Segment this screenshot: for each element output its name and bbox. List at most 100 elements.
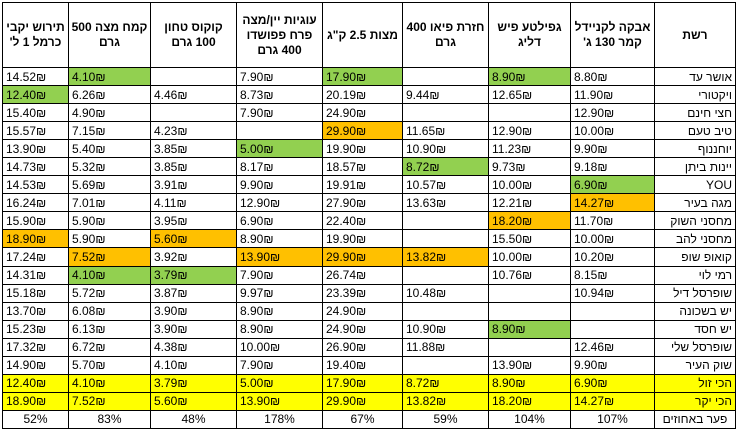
price-cell: 52% bbox=[2, 409, 69, 430]
price-cell: 107% bbox=[570, 409, 655, 430]
column-header-product: חזרת פיאו 400 גרם bbox=[402, 2, 489, 68]
price-cell: 20.19₪ bbox=[322, 85, 403, 105]
table-body: אושר עד 8.80₪ 8.90₪ 17.90₪ 7.90₪ 4.10₪ 14.52₪ ו… bbox=[2, 66, 736, 430]
price-cell: 6.90₪ bbox=[570, 373, 655, 393]
price-cell: 7.90₪ bbox=[236, 355, 323, 375]
price-cell bbox=[488, 337, 571, 357]
row-label: מחסני להב bbox=[654, 229, 736, 249]
price-cell: 17.24₪ bbox=[2, 247, 69, 267]
price-cell: 3.92₪ bbox=[150, 247, 237, 267]
price-cell: 6.90₪ bbox=[570, 175, 655, 195]
price-cell: 4.10₪ bbox=[150, 355, 237, 375]
price-cell: 5.32₪ bbox=[68, 157, 151, 177]
price-cell: 10.00₪ bbox=[488, 175, 571, 195]
row-label: שופרסל שלי bbox=[654, 337, 736, 357]
price-cell bbox=[402, 265, 489, 285]
price-cell: 5.60₪ bbox=[150, 391, 237, 411]
price-cell: 17.90₪ bbox=[322, 66, 403, 87]
price-cell: 3.79₪ bbox=[150, 373, 237, 393]
price-cell: 4.10₪ bbox=[68, 373, 151, 393]
column-header-product: עוגיות יין/מצה פרח פפושדו 400 גרם bbox=[236, 2, 323, 68]
price-cell: 6.13₪ bbox=[68, 319, 151, 339]
price-cell bbox=[150, 66, 237, 87]
column-header-product: גפילטע פיש דליג bbox=[488, 2, 571, 68]
price-cell: 4.11₪ bbox=[150, 193, 237, 213]
price-cell: 8.90₪ bbox=[236, 319, 323, 339]
price-cell: 18.90₪ bbox=[2, 229, 69, 249]
price-cell: 24.90₪ bbox=[322, 103, 403, 123]
price-cell: 24.90₪ bbox=[322, 319, 403, 339]
price-cell: 12.40₪ bbox=[2, 373, 69, 393]
price-cell: 67% bbox=[322, 409, 403, 430]
price-cell: 13.82₪ bbox=[402, 247, 489, 267]
row-label: הכי זול bbox=[654, 373, 736, 393]
price-cell: 13.90₪ bbox=[236, 391, 323, 411]
row-label: חצי חינם bbox=[654, 103, 736, 123]
price-cell: 48% bbox=[150, 409, 237, 430]
price-cell: 5.70₪ bbox=[68, 355, 151, 375]
price-cell: 29.90₪ bbox=[322, 247, 403, 267]
price-cell bbox=[236, 121, 323, 141]
table-row: יש חסד 8.90₪ 10.90₪ 24.90₪ 8.90₪ 3.90₪ 6.13₪ 15… bbox=[2, 319, 736, 339]
price-cell: 5.00₪ bbox=[236, 139, 323, 159]
price-cell: 4.10₪ bbox=[68, 265, 151, 285]
price-cell: 10.57₪ bbox=[402, 175, 489, 195]
table-row: טיב טעם 10.00₪ 12.90₪ 11.65₪ 29.90₪ 4.23₪ 7.15… bbox=[2, 121, 736, 141]
price-cell: 10.76₪ bbox=[488, 265, 571, 285]
summary-row: הכי זול 6.90₪ 8.90₪ 8.72₪ 17.90₪ 5.00₪ 3.79₪ 4.… bbox=[2, 373, 736, 393]
row-label: שוק העיר bbox=[654, 355, 736, 375]
price-cell: 18.20₪ bbox=[488, 211, 571, 231]
price-cell: 8.72₪ bbox=[402, 373, 489, 393]
price-cell: 14.27₪ bbox=[570, 193, 655, 213]
price-cell: 6.08₪ bbox=[68, 301, 151, 321]
row-label: יש בשכונה bbox=[654, 301, 736, 321]
price-cell bbox=[402, 211, 489, 231]
price-cell: 11.90₪ bbox=[570, 85, 655, 105]
price-cell: 9.18₪ bbox=[570, 157, 655, 177]
price-cell: 12.90₪ bbox=[570, 103, 655, 123]
price-cell: 11.23₪ bbox=[488, 139, 571, 159]
price-cell: 7.90₪ bbox=[236, 265, 323, 285]
price-cell: 9.90₪ bbox=[236, 175, 323, 195]
price-cell: 7.15₪ bbox=[68, 121, 151, 141]
price-cell: 19.91₪ bbox=[322, 175, 403, 195]
price-cell: 8.90₪ bbox=[236, 229, 323, 249]
price-cell: 24.90₪ bbox=[322, 301, 403, 321]
price-cell: 3.90₪ bbox=[150, 319, 237, 339]
price-cell: 10.00₪ bbox=[236, 337, 323, 357]
price-cell: 17.32₪ bbox=[2, 337, 69, 357]
price-cell: 7.90₪ bbox=[236, 66, 323, 87]
price-cell: 6.72₪ bbox=[68, 337, 151, 357]
price-cell: 14.53₪ bbox=[2, 175, 69, 195]
price-cell: 6.26₪ bbox=[68, 85, 151, 105]
column-header-product: קמח מצה 500 גרם bbox=[68, 2, 151, 68]
row-label: קואופ שופ bbox=[654, 247, 736, 267]
price-cell: 14.90₪ bbox=[2, 355, 69, 375]
price-cell: 13.82₪ bbox=[402, 391, 489, 411]
table-row: חצי חינם 12.90₪ 24.90₪ 7.90₪ 4.90₪ 15.40₪ bbox=[2, 103, 736, 123]
price-cell: 11.70₪ bbox=[570, 211, 655, 231]
price-cell: 3.85₪ bbox=[150, 139, 237, 159]
price-cell: 11.65₪ bbox=[402, 121, 489, 141]
row-label: מגה בעיר bbox=[654, 193, 736, 213]
price-cell: 5.00₪ bbox=[236, 373, 323, 393]
column-header-product: מצות 2.5 ק"ג bbox=[322, 2, 403, 68]
price-cell: 9.90₪ bbox=[570, 139, 655, 159]
price-cell: 10.00₪ bbox=[570, 121, 655, 141]
price-cell: 104% bbox=[488, 409, 571, 430]
price-cell: 18.90₪ bbox=[2, 391, 69, 411]
price-cell: 4.23₪ bbox=[150, 121, 237, 141]
table-row: שוק העיר 9.90₪ 13.90₪ 19.40₪ 7.90₪ 4.10₪ 5.70₪… bbox=[2, 355, 736, 375]
price-cell bbox=[488, 301, 571, 321]
price-cell: 11.88₪ bbox=[402, 337, 489, 357]
table-row: מגה בעיר 14.27₪ 12.21₪ 13.63₪ 27.90₪ 12.90₪ 4.… bbox=[2, 193, 736, 213]
price-cell: 5.40₪ bbox=[68, 139, 151, 159]
row-label: YOU bbox=[654, 175, 736, 195]
price-cell bbox=[488, 103, 571, 123]
price-cell: 29.90₪ bbox=[322, 121, 403, 141]
price-cell: 12.21₪ bbox=[488, 193, 571, 213]
gap-row: פער באחוזים 107% 104% 59% 67% 178% 48% 83% 52% bbox=[2, 409, 736, 430]
table-row: שופרסל דיל 10.94₪ 10.48₪ 23.39₪ 9.97₪ 3.87₪ 5.… bbox=[2, 283, 736, 303]
table-row: YOU 6.90₪ 10.00₪ 10.57₪ 19.91₪ 9.90₪ 3.91₪ 5.69… bbox=[2, 175, 736, 195]
